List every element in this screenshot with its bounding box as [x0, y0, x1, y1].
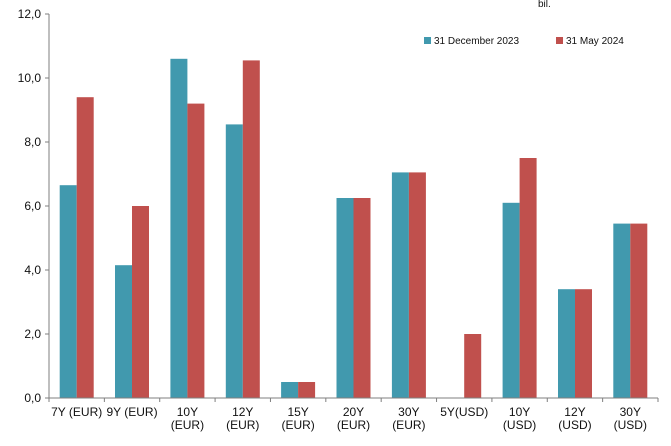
- x-tick-label-2: 10Y (EUR): [171, 405, 204, 432]
- x-tick-label-10: 30Y (USD): [614, 405, 647, 432]
- y-tick-label-4: 8,0: [24, 135, 41, 149]
- bar-s1-c9: [575, 289, 592, 398]
- bar-s1-c10: [630, 223, 648, 398]
- x-tick-label-7: 5Y(USD): [440, 405, 488, 419]
- y-tick-label-0: 0,0: [24, 391, 41, 405]
- bar-s0-c0: [59, 185, 77, 398]
- unit-label: bil.: [538, 0, 551, 10]
- y-tick-label-1: 2,0: [24, 327, 41, 341]
- ticks-layer: 0,0 2,0 4,0 6,0 8,0 10,0 12,0 7Y (EUR) 9Y (EUR) 1…: [18, 7, 659, 432]
- y-tick-label-5: 10,0: [18, 71, 42, 85]
- x-tick-label-4: 15Y (EUR): [281, 405, 314, 432]
- bar-s0-c5: [336, 198, 354, 398]
- x-tick-label-5: 20Y (EUR): [337, 405, 370, 432]
- bar-s1-c0: [76, 97, 94, 398]
- bar-s0-c4: [281, 382, 299, 398]
- bar-s0-c2: [170, 58, 188, 399]
- x-tick-label-1: 9Y (EUR): [106, 405, 157, 419]
- y-tick-label-2: 4,0: [24, 263, 41, 277]
- x-tick-label-9: 12Y (USD): [558, 405, 591, 432]
- legend-swatch-1: [556, 37, 563, 44]
- bar-s0-c1: [115, 265, 132, 398]
- bar-s1-c4: [298, 382, 316, 398]
- bar-s0-c9: [558, 289, 575, 398]
- bar-s1-c3: [242, 60, 260, 399]
- legend-label-1: 31 May 2024: [566, 36, 624, 47]
- y-tick-label-6: 12,0: [18, 7, 42, 21]
- legend-swatch-0: [424, 37, 431, 44]
- x-tick-label-3: 12Y (EUR): [226, 405, 259, 432]
- bar-s1-c7: [464, 334, 482, 398]
- y-tick-label-3: 6,0: [24, 199, 41, 213]
- bars-layer: [59, 58, 648, 399]
- bar-s1-c8: [519, 158, 537, 398]
- bar-s1-c2: [187, 103, 205, 398]
- bar-s0-c6: [391, 172, 409, 398]
- bar-s0-c8: [502, 202, 520, 398]
- bar-s1-c5: [353, 198, 371, 398]
- x-tick-label-0: 7Y (EUR): [51, 405, 102, 419]
- bar-s1-c6: [408, 172, 426, 398]
- x-tick-label-8: 10Y (USD): [503, 405, 536, 432]
- legend: 31 December 2023 31 May 2024: [424, 36, 624, 47]
- bar-s1-c1: [132, 206, 149, 398]
- legend-label-0: 31 December 2023: [434, 36, 519, 47]
- x-tick-label-6: 30Y (EUR): [392, 405, 425, 432]
- bar-s0-c10: [613, 223, 631, 398]
- bar-s0-c3: [225, 124, 243, 399]
